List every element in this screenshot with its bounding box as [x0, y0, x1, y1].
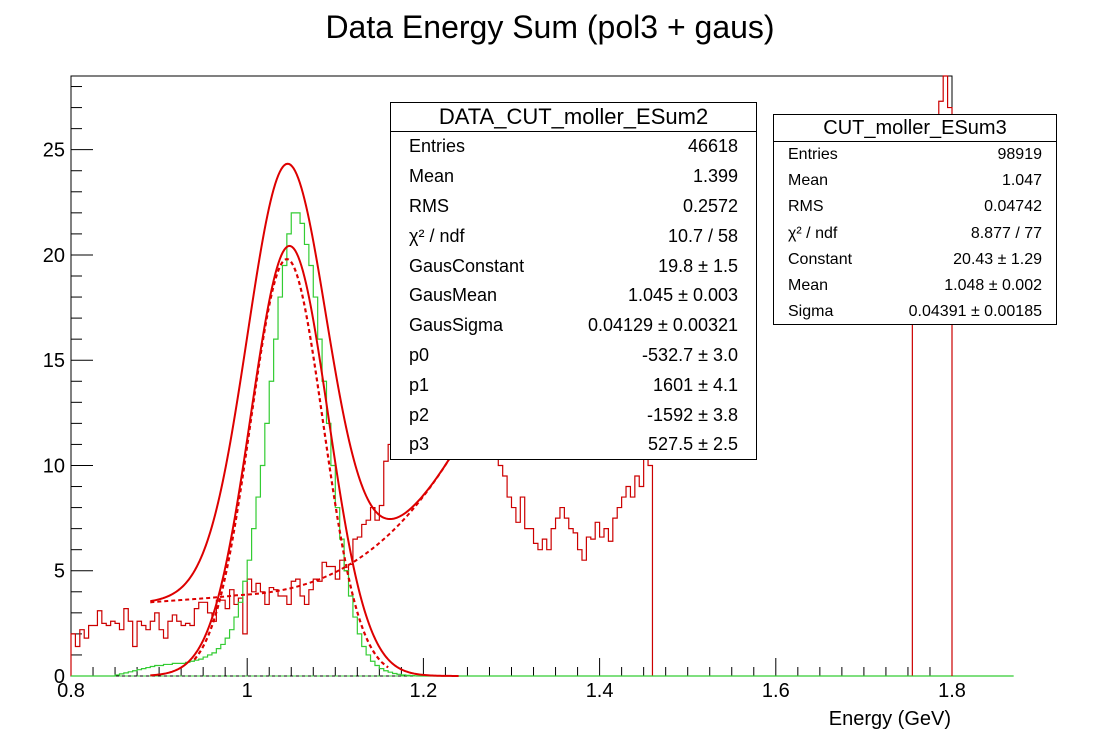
stats-row: RMS 0.04742 [774, 194, 1056, 220]
x-tick-label: 1.8 [938, 680, 966, 702]
stats-value: 1601 ± 4.1 [653, 374, 738, 395]
total-fit [150, 162, 460, 603]
stats-value: 0.04129 ± 0.00321 [587, 315, 738, 336]
stats-row: GausSigma 0.04129 ± 0.00321 [391, 311, 756, 341]
stats-label: GausSigma [409, 315, 504, 336]
stats-label: χ² / ndf [409, 225, 465, 246]
stats-label: RMS [788, 198, 824, 216]
stats-label: Mean [409, 166, 455, 187]
stats-row: Constant 20.43 ± 1.29 [774, 247, 1056, 273]
x-tick-label: 0.8 [57, 680, 85, 702]
stats-value: 10.7 / 58 [667, 225, 738, 246]
stats-label: χ² / ndf [788, 224, 838, 242]
y-tick-label: 20 [43, 245, 65, 267]
stats-label: Entries [788, 146, 838, 164]
stats-row: Mean 1.048 ± 0.002 [774, 273, 1056, 299]
x-axis: 0.8 1 1.2 1.4 1.6 1.8 [57, 658, 966, 702]
stats-value: 1.048 ± 0.002 [944, 277, 1042, 295]
y-tick-label: 0 [54, 666, 65, 688]
stats-label: p2 [409, 404, 430, 425]
stats-label: GausConstant [409, 255, 525, 276]
x-tick-label: 1.6 [762, 680, 790, 702]
y-tick-label: 25 [43, 140, 65, 162]
stats-row: GausMean 1.045 ± 0.003 [391, 281, 756, 311]
stats-value: 98919 [997, 146, 1043, 164]
histogram-mc [71, 212, 1014, 677]
stats-value: 0.04742 [984, 198, 1042, 216]
stats-value: 20.43 ± 1.29 [953, 250, 1042, 268]
stats-box-data: DATA_CUT_moller_ESum2 Entries 46618 Mean 1… [390, 102, 757, 460]
stats-box-mc: CUT_moller_ESum3 Entries 98919 Mean 1.047 … [773, 114, 1057, 325]
x-axis-label: Energy (GeV) [829, 708, 951, 730]
stats-row: p3 527.5 ± 2.5 [391, 430, 756, 460]
histogram-data [70, 155, 654, 676]
x-tick-label: 1.4 [586, 680, 614, 702]
stats-label: p1 [409, 374, 430, 395]
stats-value: 1.047 [1001, 172, 1042, 190]
stats-row: Mean 1.399 [391, 162, 756, 192]
stats-label: GausMean [409, 285, 498, 306]
stats-value: 0.2572 [682, 195, 738, 216]
stats-value: -1592 ± 3.8 [647, 404, 738, 425]
stats-row: RMS 0.2572 [391, 192, 756, 222]
stats-label: p3 [409, 434, 430, 455]
stats-value: 46618 [687, 136, 738, 157]
stats-value: 527.5 ± 2.5 [648, 434, 738, 455]
stats-row: Entries 98919 [774, 142, 1056, 168]
stats-value: 8.877 / 77 [970, 224, 1042, 242]
fit-layer [150, 162, 495, 677]
stats-row: p1 1601 ± 4.1 [391, 370, 756, 400]
stats-row: p2 -1592 ± 3.8 [391, 400, 756, 430]
y-axis: 0 5 10 15 20 25 [43, 86, 93, 688]
stats-label: RMS [409, 195, 449, 216]
stats-label: Mean [788, 172, 829, 190]
gaus-fit-mc [150, 244, 459, 677]
x-tick-label: 1 [242, 680, 253, 702]
stats-row: GausConstant 19.8 ± 1.5 [391, 251, 756, 281]
stats-label: Mean [788, 277, 829, 295]
y-tick-label: 15 [43, 350, 65, 372]
stats-row: χ² / ndf 8.877 / 77 [774, 221, 1056, 247]
stats-box-data-title: DATA_CUT_moller_ESum2 [391, 103, 756, 132]
stats-label: p0 [409, 344, 430, 365]
stats-value: -532.7 ± 3.0 [642, 344, 738, 365]
stats-value: 1.399 [692, 166, 738, 187]
stats-row: p0 -532.7 ± 3.0 [391, 341, 756, 371]
stats-value: 19.8 ± 1.5 [658, 255, 738, 276]
gaus-fit-data [193, 258, 389, 669]
chart-title: Data Energy Sum (pol3 + gaus) [325, 9, 774, 45]
x-tick-label: 1.2 [409, 680, 437, 702]
y-tick-label: 10 [43, 455, 65, 477]
stats-row: Sigma 0.04391 ± 0.00185 [774, 299, 1056, 325]
y-tick-label: 5 [54, 561, 65, 583]
stats-label: Constant [788, 250, 853, 268]
stats-value: 0.04391 ± 0.00185 [908, 303, 1042, 321]
background-fit [150, 374, 495, 604]
stats-row: Entries 46618 [391, 132, 756, 162]
stats-label: Sigma [788, 303, 834, 321]
stats-box-mc-title: CUT_moller_ESum3 [774, 115, 1056, 142]
stats-row: Mean 1.047 [774, 168, 1056, 194]
stats-row: χ² / ndf 10.7 / 58 [391, 221, 756, 251]
stats-value: 1.045 ± 0.003 [628, 285, 738, 306]
stats-label: Entries [409, 136, 466, 157]
